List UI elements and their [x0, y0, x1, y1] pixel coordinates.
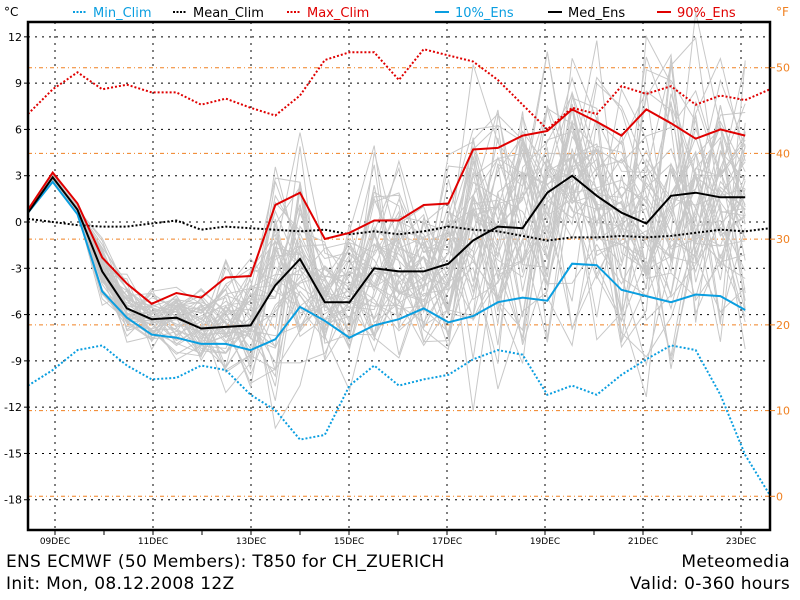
legend-label: Min_Clim — [93, 6, 152, 21]
ensemble-member-line — [27, 120, 746, 357]
legend: Min_Clim Mean_Clim Max_Clim 10%_Ens Med_Ens 9… — [73, 6, 736, 21]
y-tick-label-f: 0 — [776, 490, 783, 503]
y-tick-label-c: -3 — [11, 262, 22, 275]
y-tick-label-f: 20 — [776, 319, 790, 332]
y-tick-label-c: 6 — [15, 123, 22, 136]
ensemble-member-line — [27, 117, 746, 359]
y-tick-label-c: 12 — [8, 31, 22, 44]
y-axis-unit-right: °F — [776, 5, 789, 19]
series-mean-clim — [27, 217, 771, 242]
x-tick-label: 11DEC — [138, 537, 168, 547]
y-tick-label-f: 30 — [776, 233, 790, 246]
y-tick-label-f: 40 — [776, 147, 790, 160]
source-label: Meteomedia — [681, 552, 790, 572]
y-tick-label-f: 50 — [776, 62, 790, 75]
y-tick-label-c: 9 — [15, 77, 22, 90]
plot-frame — [26, 20, 772, 532]
x-tick-label: 17DEC — [432, 537, 462, 547]
x-tick-label: 21DEC — [628, 537, 658, 547]
legend-label: Mean_Clim — [193, 6, 264, 21]
ensemble-member-line — [27, 93, 746, 345]
ensemble-member-line — [27, 36, 746, 363]
x-tick-label: 13DEC — [236, 537, 266, 547]
ensemble-member-line — [27, 82, 746, 376]
x-tick-label: 09DEC — [40, 537, 70, 547]
ensemble-member-line — [27, 146, 746, 361]
legend-label: Max_Clim — [307, 6, 369, 21]
ensemble-member-line — [27, 130, 746, 369]
init-time: Init: Mon, 08.12.2008 12Z — [6, 574, 235, 594]
series-min-clim — [27, 344, 771, 496]
ensemble-member-line — [27, 56, 746, 364]
y-tick-label-c: 0 — [15, 216, 22, 229]
y-tick-label-c: -12 — [4, 401, 22, 414]
ensemble-member-line — [27, 174, 746, 412]
legend-label: 90%_Ens — [677, 6, 736, 21]
ensemble-members — [27, 12, 746, 430]
ensemble-member-line — [27, 107, 746, 323]
y-tick-label-c: -6 — [11, 309, 22, 322]
x-tick-label: 15DEC — [334, 537, 364, 547]
y-tick-label-c: 3 — [15, 170, 22, 183]
ensemble-member-line — [27, 78, 746, 360]
x-tick-label: 23DEC — [726, 537, 756, 547]
series-10-ens — [27, 180, 746, 352]
series-90-ens — [27, 108, 746, 305]
series-lines — [27, 48, 771, 496]
ensemble-member-line — [27, 136, 746, 401]
ensemble-member-line — [27, 12, 746, 338]
y-axis-unit-left: °C — [4, 5, 18, 19]
y-tick-label-c: -18 — [4, 494, 22, 507]
legend-label: Med_Ens — [568, 6, 625, 21]
ensemble-member-line — [27, 125, 746, 398]
series-med-ens — [27, 174, 746, 330]
ensemble-member-line — [27, 51, 746, 371]
legend-label: 10%_Ens — [455, 6, 514, 21]
ensemble-member-line — [27, 127, 746, 366]
ensemble-member-line — [27, 51, 746, 350]
y-tick-label-c: -15 — [4, 447, 22, 460]
y-tick-label-c: -9 — [11, 355, 22, 368]
y-tick-label-f: 10 — [776, 405, 790, 418]
valid-range: Valid: 0-360 hours — [629, 574, 790, 594]
x-tick-label: 19DEC — [530, 537, 560, 547]
ensemble-member-line — [27, 148, 746, 356]
chart-title: ENS ECMWF (50 Members): T850 for CH_ZUER… — [6, 552, 445, 572]
